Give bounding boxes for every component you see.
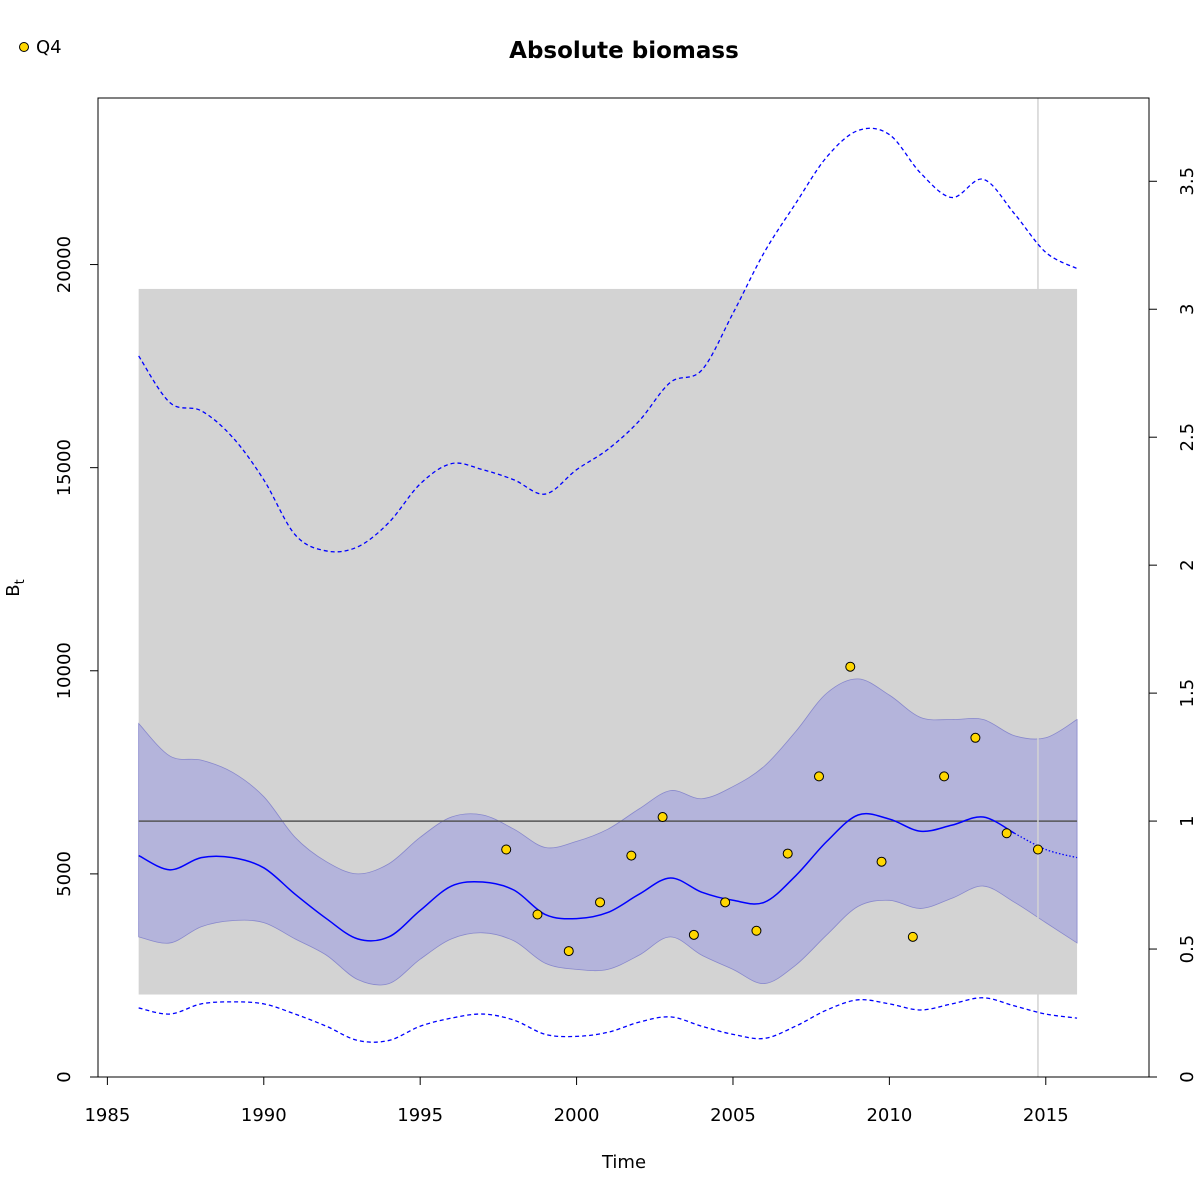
q4-observation-point [907, 931, 918, 942]
legend: Q4 [19, 37, 62, 58]
x-tick-label: 2015 [1023, 1105, 1069, 1126]
y2-tick-label: 2.5 [1177, 423, 1198, 452]
plot-area [138, 98, 1078, 1077]
ci-band [138, 678, 1078, 986]
y-axis-title: Bt [3, 579, 28, 596]
q4-observation-point [1001, 828, 1012, 839]
y-tick-label: 10000 [54, 642, 75, 699]
y2-tick-label: 2 [1177, 559, 1198, 570]
y2-tick-label: 3.5 [1177, 167, 1198, 196]
q4-observation-point [970, 732, 981, 743]
y2-tick-label: 1 [1177, 815, 1198, 826]
biomass-forecast-line [1014, 832, 1078, 859]
y-tick-label: 0 [54, 1071, 75, 1082]
y2-tick-label: 3 [1177, 304, 1198, 315]
y-axis-title-main: B [3, 584, 24, 596]
x-tick-label: 1985 [84, 1105, 130, 1126]
q4-observation-point [720, 897, 731, 908]
q4-observation-point [813, 771, 824, 782]
y-tick-label: 5000 [54, 851, 75, 897]
q4-observation-point [657, 812, 668, 823]
x-tick-label: 2000 [554, 1105, 600, 1126]
x-tick-label: 1990 [241, 1105, 287, 1126]
x-tick-label: 2010 [866, 1105, 912, 1126]
y2-tick-label: 0.5 [1177, 935, 1198, 964]
y-axis-title-subscript: t [13, 579, 28, 584]
y2-tick-label: 1.5 [1177, 679, 1198, 708]
legend-marker-q4 [19, 42, 29, 52]
q4-observation-point [532, 909, 543, 920]
q4-observation-point [1032, 844, 1043, 855]
y-tick-label: 20000 [54, 236, 75, 293]
q4-observation-point [876, 856, 887, 867]
q4-observation-point [782, 848, 793, 859]
y-tick-label: 15000 [54, 439, 75, 496]
q4-observation-point [501, 844, 512, 855]
q4-observation-point [626, 850, 637, 861]
axes: 1985 1990 1995 2000 2005 2010 2015 0 5000 10000 15… [54, 167, 1198, 1126]
legend-label-q4: Q4 [36, 37, 62, 58]
q4-observation-point [595, 897, 606, 908]
x-tick-label: 2005 [710, 1105, 756, 1126]
q4-observation-point [939, 771, 950, 782]
q4-observation-point [751, 925, 762, 936]
lower-bound-dashed-line [138, 997, 1078, 1043]
x-tick-label: 1995 [397, 1105, 443, 1126]
q4-observation-point [845, 661, 856, 672]
q4-observation-point [688, 929, 699, 940]
chart-title: Absolute biomass [509, 38, 739, 64]
biomass-estimate-line [138, 812, 1015, 942]
q4-observation-point [563, 946, 574, 957]
y2-tick-label: 0 [1177, 1071, 1198, 1082]
upper-bound-dashed-line [138, 127, 1078, 553]
x-axis-title: Time [601, 1152, 646, 1173]
